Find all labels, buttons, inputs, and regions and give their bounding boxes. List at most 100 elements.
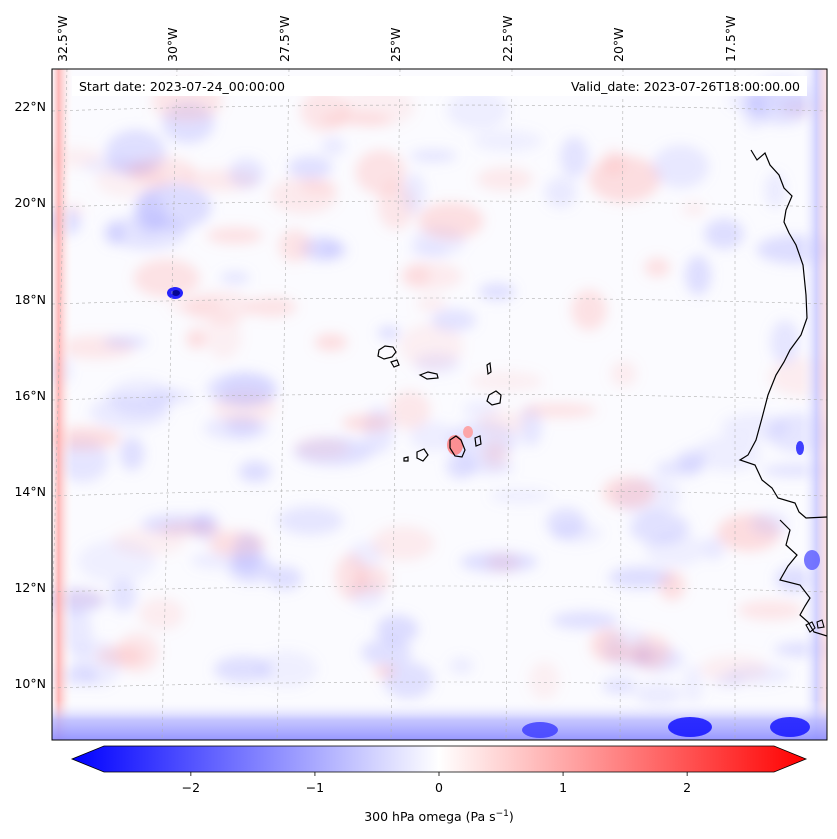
omega-anomaly xyxy=(469,370,544,393)
omega-anomaly xyxy=(377,326,400,340)
omega-anomaly xyxy=(109,579,137,612)
omega-anomaly xyxy=(399,323,464,369)
omega-anomaly xyxy=(206,372,277,407)
omega-anomaly xyxy=(371,525,435,561)
omega-anomaly xyxy=(477,409,526,435)
colorbar-label-main: 300 hPa omega (Pa s xyxy=(364,809,495,824)
omega-anomaly xyxy=(103,335,149,349)
omega-anomaly xyxy=(685,255,712,296)
omega-anomaly xyxy=(602,628,652,670)
omega-anomaly xyxy=(238,460,272,483)
lat-label-12n: 12°N xyxy=(14,580,46,595)
omega-anomaly xyxy=(186,328,207,349)
cape-verde-sal xyxy=(486,361,492,376)
lat-label-22n: 22°N xyxy=(14,99,46,114)
omega-anomaly xyxy=(81,157,155,175)
omega-anomaly xyxy=(205,312,242,360)
colorbar-label-exponent: −1 xyxy=(496,809,509,819)
omega-anomaly xyxy=(247,296,297,318)
colorbar-tick-label: 1 xyxy=(559,780,567,795)
lat-label-16n: 16°N xyxy=(14,388,46,403)
colorbar-tick-label: 0 xyxy=(435,780,443,795)
omega-anomaly xyxy=(472,129,543,152)
strong-omega-cell xyxy=(463,426,473,438)
colorbar-tick-label: −2 xyxy=(182,780,200,795)
omega-anomaly xyxy=(399,262,463,291)
strong-omega-cell xyxy=(804,550,820,570)
omega-anomaly xyxy=(476,167,534,192)
omega-anomaly xyxy=(340,86,416,128)
colorbar-label-close: ) xyxy=(509,809,514,824)
strong-omega-cell xyxy=(172,290,180,296)
omega-anomaly xyxy=(383,661,434,699)
omega-anomaly xyxy=(551,611,619,630)
colorbar-tick-label: −1 xyxy=(306,780,324,795)
longitude-labels: 32.5°W 30°W 27.5°W 25°W 22.5°W 20°W 17.5… xyxy=(55,16,738,62)
latitude-labels: 22°N 20°N 18°N 16°N 14°N 12°N 10°N xyxy=(14,99,46,691)
omega-anomaly xyxy=(528,660,560,701)
omega-anomaly xyxy=(737,600,804,621)
omega-anomaly xyxy=(408,243,449,257)
lon-label-30w: 30°W xyxy=(165,27,180,62)
omega-anomaly xyxy=(694,435,762,472)
cape-verde-maio xyxy=(474,435,482,447)
omega-anomaly xyxy=(190,552,242,570)
omega-anomaly xyxy=(409,149,458,162)
omega-anomaly xyxy=(220,271,250,284)
lon-label-25w: 25°W xyxy=(388,27,403,62)
lat-label-20n: 20°N xyxy=(14,195,46,210)
omega-anomaly xyxy=(446,453,475,479)
omega-anomaly xyxy=(299,178,337,195)
omega-anomaly xyxy=(376,615,419,644)
omega-anomaly xyxy=(765,172,786,209)
omega-anomaly xyxy=(601,678,638,695)
omega-anomaly xyxy=(256,650,318,689)
cape-verde-sao-vicente xyxy=(390,359,400,368)
omega-anomaly xyxy=(119,436,145,471)
strong-omega-cell xyxy=(668,717,712,737)
omega-anomaly xyxy=(77,540,156,583)
strong-omega-cell xyxy=(796,441,804,455)
cape-verde-santiago xyxy=(449,435,466,458)
boundary-relaxation-right xyxy=(800,69,827,740)
map-gridlines xyxy=(52,69,827,740)
omega-anomaly xyxy=(446,90,509,130)
omega-anomaly xyxy=(519,406,543,447)
cape-verde-brava xyxy=(403,456,409,462)
meridian-gridline xyxy=(390,69,401,740)
omega-anomaly xyxy=(267,566,303,590)
omega-anomaly xyxy=(278,229,312,263)
parallel-gridline xyxy=(52,200,827,208)
colorbar-bar xyxy=(70,745,808,773)
omega-anomaly xyxy=(608,566,673,589)
omega-anomaly xyxy=(750,511,789,536)
colorbar-label: 300 hPa omega (Pa s−1) xyxy=(364,809,514,824)
omega-anomaly xyxy=(228,158,265,189)
omega-anomaly xyxy=(415,296,447,312)
omega-anomaly xyxy=(770,319,800,365)
omega-anomaly xyxy=(544,176,577,208)
omega-anomaly xyxy=(448,657,474,675)
parallel-gridline xyxy=(52,104,827,112)
lon-label-20w: 20°W xyxy=(611,27,626,62)
omega-anomaly xyxy=(354,565,390,594)
omega-anomaly xyxy=(314,333,348,351)
omega-anomaly xyxy=(560,136,589,178)
omega-anomaly xyxy=(213,656,272,683)
valid-date-label: Valid_date: 2023-07-26T18:00:00.00 xyxy=(571,79,800,94)
boundary-relaxation-left xyxy=(52,69,74,740)
strong-omega-cell xyxy=(770,717,810,737)
omega-anomaly xyxy=(610,360,637,388)
omega-anomaly xyxy=(571,289,607,331)
omega-anomaly xyxy=(373,664,396,678)
map-panel: Start date: 2023-07-24_00:00:00 Valid_da… xyxy=(51,68,828,741)
omega-anomaly xyxy=(704,218,745,250)
meridian-gridline xyxy=(505,69,513,740)
colorbar-tick-label: 2 xyxy=(683,780,691,795)
meridian-gridline xyxy=(276,69,290,740)
omega-anomaly xyxy=(431,308,477,332)
bijagos-islands xyxy=(805,619,825,633)
omega-anomaly xyxy=(682,664,704,706)
start-date-label: Start date: 2023-07-24_00:00:00 xyxy=(79,79,285,94)
